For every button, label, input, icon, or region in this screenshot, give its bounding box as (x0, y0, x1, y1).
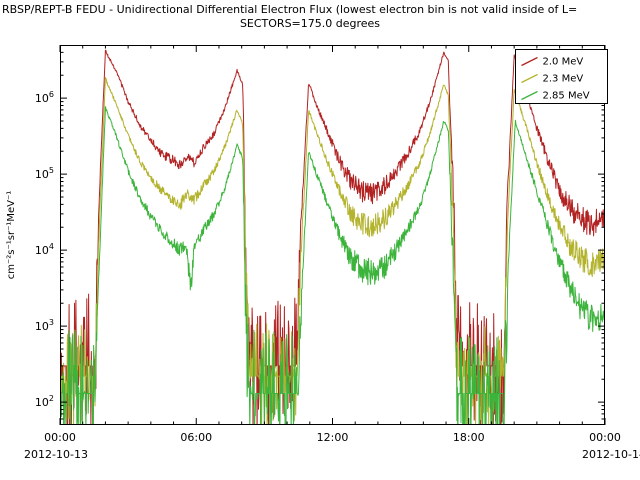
legend-entry-label: 2.85 MeV (543, 91, 590, 102)
x-tick-label: 06:00 (180, 431, 212, 444)
series-line-2-3-MeV (60, 76, 605, 425)
y-tick-label: 103 (35, 318, 54, 333)
chart-title: RBSP/REPT-B FEDU - Unidirectional Differ… (2, 3, 577, 16)
y-tick-label: 106 (35, 90, 54, 105)
legend-line-sample (521, 56, 538, 67)
legend-line-sample (521, 73, 538, 84)
x-date-left: 2012-10-13 (24, 448, 88, 461)
y-tick-label: 105 (35, 166, 54, 181)
plot-frame (60, 45, 605, 425)
x-tick-label: 12:00 (317, 431, 349, 444)
series-line-2-0-MeV (60, 49, 605, 425)
legend-entry-label: 2.0 MeV (543, 57, 584, 68)
series-line-2-85-MeV (60, 106, 605, 425)
y-tick-label: 104 (35, 242, 54, 257)
y-axis-label: cm⁻²s⁻¹sr⁻¹MeV⁻¹ (6, 191, 17, 280)
axis-tick-labels: 102 103 104 105 106 00:00 06:00 12:00 18:00 00:00 (35, 90, 621, 444)
x-date-right: 2012-10-14 (582, 448, 640, 461)
x-tick-label: 18:00 (453, 431, 485, 444)
y-tick-label: 102 (35, 394, 54, 409)
series-lines (60, 49, 605, 425)
legend-line-sample (521, 90, 538, 101)
x-tick-label: 00:00 (589, 431, 621, 444)
legend-entry-label: 2.3 MeV (543, 74, 584, 85)
chart-subtitle: SECTORS=175.0 degrees (240, 17, 380, 30)
legend: 2.0 MeV 2.3 MeV 2.85 MeV (515, 49, 608, 104)
x-tick-label: 00:00 (44, 431, 76, 444)
axes (59, 45, 606, 425)
